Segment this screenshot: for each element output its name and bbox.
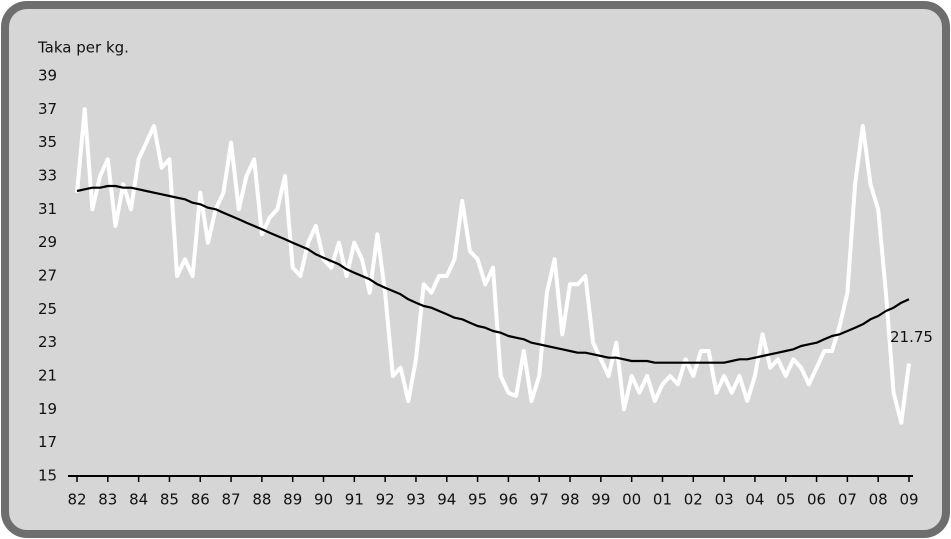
x-tick-label: 04 <box>745 491 764 509</box>
x-tick-label: 91 <box>345 491 364 509</box>
x-tick-label: 85 <box>160 491 179 509</box>
x-tick-label: 96 <box>499 491 518 509</box>
x-tick-label: 83 <box>98 491 117 509</box>
x-tick-label: 88 <box>252 491 271 509</box>
y-tick-label: 37 <box>38 100 57 118</box>
x-tick-label: 08 <box>869 491 888 509</box>
y-tick-label: 29 <box>38 233 57 251</box>
y-axis-label: Taka per kg. <box>37 39 129 57</box>
x-tick-label: 82 <box>67 491 86 509</box>
x-tick-label: 95 <box>468 491 487 509</box>
x-tick-label: 89 <box>283 491 302 509</box>
x-tick-label: 86 <box>191 491 210 509</box>
x-tick-label: 90 <box>314 491 333 509</box>
x-tick-label: 05 <box>776 491 795 509</box>
y-tick-label: 21 <box>38 367 57 385</box>
y-tick-label: 31 <box>38 200 57 218</box>
x-tick-label: 03 <box>715 491 734 509</box>
y-tick-label: 27 <box>38 267 57 285</box>
y-tick-label: 17 <box>38 433 57 451</box>
x-tick-label: 06 <box>807 491 826 509</box>
x-tick-label: 92 <box>376 491 395 509</box>
x-tick-label: 93 <box>406 491 425 509</box>
x-tick-label: 84 <box>129 491 148 509</box>
x-tick-label: 94 <box>437 491 456 509</box>
y-tick-label: 39 <box>38 67 57 85</box>
y-tick-label: 33 <box>38 167 57 185</box>
y-tick-label: 19 <box>38 400 57 418</box>
line <box>76 184 910 364</box>
x-tick-label: 99 <box>591 491 610 509</box>
x-tick-label: 98 <box>560 491 579 509</box>
x-tick-label: 02 <box>684 491 703 509</box>
x-tick-label: 97 <box>530 491 549 509</box>
data-label: 21.75 <box>890 328 933 346</box>
y-tick-label: 15 <box>38 467 57 485</box>
x-tick-label: 00 <box>622 491 641 509</box>
y-tick-label: 25 <box>38 300 57 318</box>
x-tick-label: 09 <box>899 491 918 509</box>
y-tick-label: 23 <box>38 333 57 351</box>
x-tick-label: 07 <box>838 491 857 509</box>
y-tick-label: 35 <box>38 133 57 151</box>
x-tick-label: 01 <box>653 491 672 509</box>
x-tick-label: 87 <box>222 491 241 509</box>
